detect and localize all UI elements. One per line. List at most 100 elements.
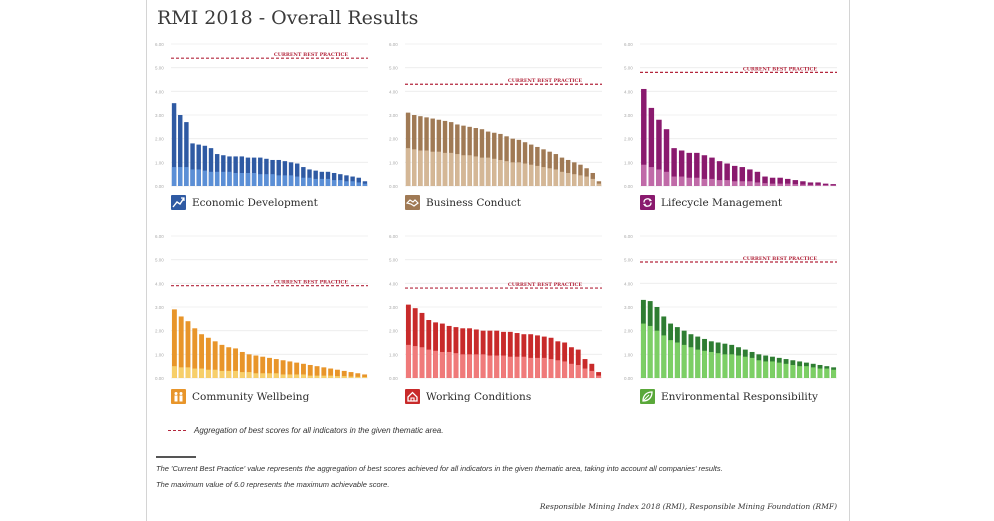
bar [307,364,313,378]
tick-label: 2.00 [155,137,164,142]
bar [487,330,493,378]
trend-line-icon [171,195,186,210]
community-icon [171,389,186,404]
tick-label: 4.00 [155,89,164,94]
bar-light-segment [221,171,226,186]
panel-title: Environmental Responsibility [661,390,818,403]
bar-light-segment [439,351,445,378]
bar [807,182,814,186]
bar-light-segment [479,157,485,186]
bar [280,360,286,378]
bar-light-segment [348,376,354,378]
bar-light-segment [736,355,741,378]
bar-light-segment [528,164,534,186]
bar-light-segment [319,178,325,186]
bar [663,129,670,186]
bar [185,321,191,378]
bar [460,328,466,378]
bar [686,152,692,186]
bar [568,347,574,378]
bar-light-segment [709,178,715,186]
bar-light-segment [792,184,799,186]
bar-light-segment [467,354,472,378]
bar [709,157,715,186]
bar-light-segment [582,368,588,378]
bar [205,337,211,378]
bar [227,156,232,186]
tick-label: 0.00 [624,376,633,381]
lifecycle-management-chart: 0.00 1.00 2.00 3.00 4.00 5.00 6.00 CURRENT BEST… [624,42,837,189]
bar-light-segment [661,335,667,378]
bar [562,342,568,378]
bar [273,359,279,378]
bar-light-segment [355,376,361,378]
bar-light-segment [178,367,184,378]
bar [328,368,334,378]
bar-light-segment [640,323,646,378]
bar [494,330,500,378]
legend: Aggregation of best scores for all indic… [168,426,443,435]
bar [212,341,218,378]
bar-light-segment [541,167,546,186]
bar-light-segment [565,172,571,186]
best-practice-label: CURRENT BEST PRACTICE [508,282,582,288]
tick-label: 6.00 [624,42,633,47]
bar-light-segment [547,168,552,186]
tick-label: 5.00 [389,258,398,263]
bar-light-segment [307,177,312,186]
legend-text: Aggregation of best scores for all indic… [194,426,444,435]
bar-light-segment [785,183,791,186]
bar-light-segment [776,362,782,378]
bar-light-segment [562,361,568,378]
bar-light-segment [701,178,708,186]
bar-light-segment [729,354,735,378]
tick-label: 3.00 [624,305,633,310]
bar [731,165,738,186]
bar-light-segment [762,183,768,186]
bar [575,349,581,378]
bar-light-segment [695,349,701,378]
bar [258,157,263,186]
bar [196,144,201,186]
bar-light-segment [178,167,183,186]
economic-development-chart: 0.00 1.00 2.00 3.00 4.00 5.00 6.00 CURRENT BEST… [155,42,368,189]
bar [777,177,783,186]
bar-light-segment [287,374,293,378]
best-practice-label: CURRENT BEST PRACTICE [274,52,348,58]
bar-light-segment [559,171,565,186]
bar [239,156,245,186]
bar [521,334,527,378]
panel-label-environmental-responsibility: Environmental Responsibility [640,389,818,404]
bar-light-segment [722,354,728,378]
bar-light-segment [535,165,540,186]
bar-light-segment [460,354,466,378]
panel-label-economic-development: Economic Development [171,195,318,210]
bar [288,162,294,186]
bar-light-segment [214,171,220,186]
bar-light-segment [455,154,460,186]
bar-light-segment [528,357,534,378]
bar [754,171,761,186]
bar-light-segment [192,368,198,378]
bar-light-segment [473,354,479,378]
bar [233,348,238,378]
tick-label: 1.00 [389,160,398,165]
tick-label: 1.00 [624,160,633,165]
bar [282,161,288,186]
bar-light-segment [674,342,680,378]
tick-label: 1.00 [624,352,633,357]
bar-light-segment [448,152,454,186]
bar-light-segment [276,175,281,186]
bar-light-segment [264,174,269,186]
bar [313,170,318,186]
bar-light-segment [815,184,821,186]
bar-light-segment [824,368,830,378]
tick-label: 3.00 [389,305,398,310]
bar [716,161,723,186]
bar-light-segment [424,150,429,186]
bar-light-segment [453,353,459,378]
bar [439,323,445,378]
bar [251,157,257,186]
tick-label: 0.00 [389,376,398,381]
bar-light-segment [817,368,823,378]
